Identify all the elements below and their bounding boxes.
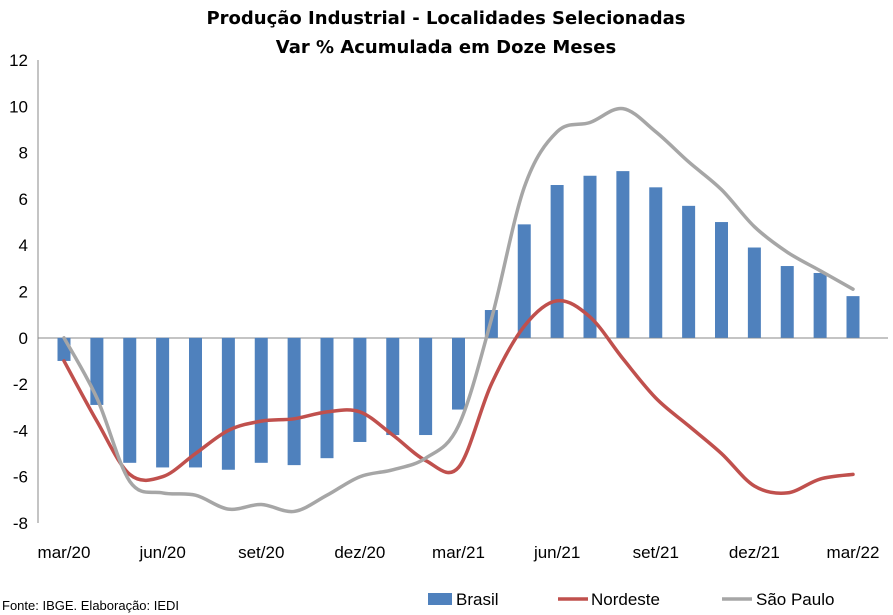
- x-tick-label: mar/20: [38, 543, 91, 562]
- legend-swatch-brasil: [428, 593, 452, 605]
- y-tick-label: -6: [13, 468, 28, 487]
- bar-brasil: [813, 272, 827, 338]
- y-tick-label: 4: [19, 236, 28, 255]
- legend-label-nordeste: Nordeste: [591, 590, 660, 609]
- bar-brasil: [780, 266, 794, 338]
- bar-brasil: [287, 337, 301, 466]
- source-note: Fonte: IBGE. Elaboração: IEDI: [2, 598, 179, 613]
- bar-brasil: [386, 337, 400, 436]
- y-tick-label: -2: [13, 375, 28, 394]
- bar-brasil: [452, 337, 465, 410]
- x-tick-label: jun/21: [533, 543, 580, 562]
- brasil-bars: [57, 171, 860, 470]
- bar-brasil: [419, 337, 433, 436]
- bar-brasil: [682, 205, 696, 338]
- y-tick-label: -8: [13, 514, 28, 533]
- bar-brasil: [123, 337, 137, 463]
- bar-brasil: [517, 224, 531, 338]
- bar-brasil: [715, 222, 728, 338]
- y-tick-label: 0: [19, 329, 28, 348]
- x-tick-label: jun/20: [138, 543, 185, 562]
- y-tick-label: 12: [9, 51, 28, 70]
- line-nordeste: [62, 298, 855, 495]
- bar-brasil: [189, 337, 202, 468]
- bar-brasil: [221, 337, 235, 470]
- series-lines: [62, 106, 855, 514]
- legend-item-sao-paulo: São Paulo: [722, 590, 834, 609]
- bar-brasil: [846, 296, 860, 338]
- legend-item-nordeste: Nordeste: [558, 590, 660, 609]
- bar-brasil: [747, 247, 761, 338]
- legend-item-brasil: Brasil: [428, 590, 499, 609]
- x-tick-label: dez/21: [729, 543, 780, 562]
- bar-brasil: [353, 337, 367, 442]
- legend-label-sao-paulo: São Paulo: [756, 590, 834, 609]
- bar-brasil: [616, 171, 630, 338]
- x-tick-label: mar/21: [432, 543, 485, 562]
- bar-brasil: [320, 337, 334, 459]
- y-axis-ticks: -8 -6 -4 -2 0 2 4 6 8 10 12: [9, 51, 28, 533]
- x-tick-label: set/21: [633, 543, 679, 562]
- chart-title: Produção Industrial - Localidades Seleci…: [206, 8, 685, 29]
- bar-brasil: [550, 185, 564, 338]
- bar-brasil: [254, 337, 268, 463]
- chart-subtitle: Var % Acumulada em Doze Meses: [276, 37, 616, 58]
- y-tick-label: 10: [9, 97, 28, 116]
- x-tick-label: mar/22: [827, 543, 880, 562]
- legend: Brasil Nordeste São Paulo: [428, 590, 834, 609]
- y-tick-label: 8: [19, 144, 28, 163]
- bar-brasil: [649, 187, 663, 338]
- bar-brasil: [156, 337, 170, 468]
- y-tick-label: 2: [19, 283, 28, 302]
- bar-brasil: [583, 175, 597, 338]
- y-tick-label: -4: [13, 421, 28, 440]
- legend-label-brasil: Brasil: [456, 590, 499, 609]
- y-tick-label: 6: [19, 190, 28, 209]
- x-axis-ticks: mar/20 jun/20 set/20 dez/20 mar/21 jun/21 set/…: [38, 543, 880, 562]
- x-tick-label: dez/20: [334, 543, 385, 562]
- x-tick-label: set/20: [238, 543, 284, 562]
- line-sao-paulo: [62, 106, 855, 514]
